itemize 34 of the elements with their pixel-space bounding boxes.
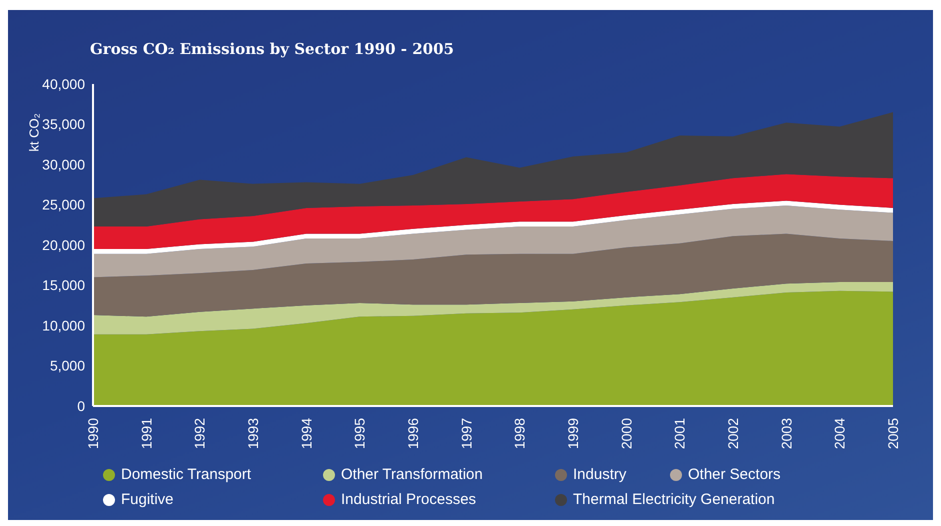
legend-label: Fugitive — [121, 491, 174, 508]
x-tick-label: 1993 — [245, 418, 261, 450]
x-tick-label: 1992 — [192, 418, 208, 450]
y-tick-label: 10,000 — [42, 317, 86, 334]
x-tick-label: 2001 — [672, 418, 688, 450]
x-tick-label: 1999 — [565, 418, 581, 450]
x-tick-label: 1996 — [405, 418, 421, 450]
x-tick-label: 2004 — [832, 418, 848, 450]
x-tick-label: 1998 — [512, 418, 528, 450]
legend-label: Industry — [573, 466, 626, 483]
x-tick-label: 2002 — [725, 418, 741, 450]
x-tick-label: 1997 — [458, 418, 474, 450]
chart-title: Gross CO₂ Emissions by Sector 1990 - 2005 — [90, 40, 454, 58]
legend-label: Domestic Transport — [121, 466, 252, 483]
x-tick-label: 1991 — [138, 418, 154, 450]
y-tick-label: 35,000 — [42, 116, 86, 132]
x-tick-label: 2003 — [778, 418, 794, 450]
y-tick-label: 40,000 — [42, 76, 86, 92]
y-axis-title: kt CO₂ — [26, 112, 42, 154]
y-tick-label: 20,000 — [42, 236, 86, 253]
y-tick-label: 25,000 — [42, 196, 86, 213]
legend-label: Industrial Processes — [341, 491, 476, 508]
legend-label: Other Transformation — [341, 466, 483, 483]
legend-label: Other Sectors — [688, 466, 781, 483]
y-tick-label: 0 — [77, 398, 86, 414]
x-tick-label: 2005 — [885, 418, 901, 450]
x-tick-label: 1995 — [352, 418, 368, 450]
x-tick-label: 1990 — [85, 418, 101, 450]
x-tick-label: 1994 — [298, 418, 314, 450]
y-tick-label: 5,000 — [50, 358, 86, 374]
legend-label: Thermal Electricity Generation — [573, 491, 775, 508]
y-tick-label: 30,000 — [42, 156, 86, 172]
y-tick-label: 15,000 — [42, 277, 86, 294]
x-tick-label: 2000 — [618, 418, 634, 450]
